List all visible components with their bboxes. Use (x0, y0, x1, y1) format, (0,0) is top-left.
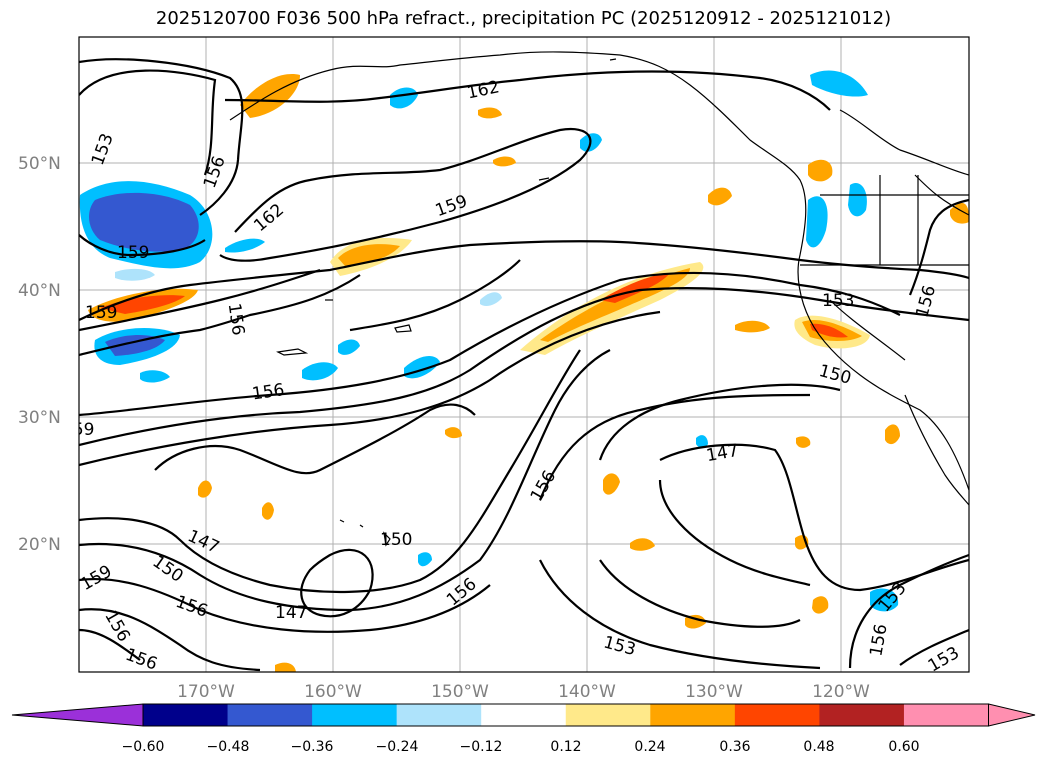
colorbar-tick-label: 0.12 (550, 739, 581, 755)
contour-label: 159 (85, 303, 117, 323)
colorbar (11, 703, 1036, 727)
colorbar-tick-label: 0.48 (803, 739, 834, 755)
colorbar-tick-label: 0.60 (888, 739, 919, 755)
colorbar-tick-label: 0.24 (634, 739, 665, 755)
latitude-labels: 50°N 40°N 30°N 20°N (18, 154, 61, 555)
lon-label: 120°W (812, 682, 870, 702)
map-area (79, 37, 969, 672)
colorbar-bin (227, 704, 313, 726)
lat-label: 20°N (18, 535, 61, 555)
colorbar-tick-label: −0.60 (122, 739, 165, 755)
colorbar-bin (396, 704, 482, 726)
contour-label: 156 (251, 380, 286, 404)
colorbar-ticks: −0.60 −0.48 −0.36 −0.24 −0.12 0.12 0.24 … (122, 739, 920, 755)
colorbar-bin (143, 704, 229, 726)
lon-label: 160°W (304, 682, 362, 702)
colorbar-extend-high (988, 703, 1036, 727)
lon-label: 170°W (177, 682, 235, 702)
colorbar-bin (734, 704, 820, 726)
colorbar-bin (650, 704, 736, 726)
lat-label: 40°N (18, 281, 61, 301)
colorbar-tick-label: −0.12 (460, 739, 503, 755)
coastlines (229, 51, 969, 547)
colorbar-bin (819, 704, 905, 726)
map-title: 2025120700 F036 500 hPa refract., precip… (155, 8, 892, 29)
colorbar-extend-low (11, 703, 144, 727)
contour-label: 159 (117, 243, 149, 263)
colorbar-bin (903, 704, 989, 726)
map-frame (78, 36, 970, 673)
contour-label: 147 (275, 603, 307, 623)
lon-label: 150°W (431, 682, 489, 702)
contour-label: 156 (224, 302, 248, 337)
contour-label: 159 (62, 420, 94, 440)
lon-label: 140°W (558, 682, 616, 702)
refractivity-contours (79, 58, 969, 672)
longitude-labels: 170°W 160°W 150°W 140°W 130°W 120°W (177, 682, 870, 702)
lat-label: 50°N (18, 154, 61, 174)
contour-label: 153 (822, 291, 854, 311)
colorbar-bin (565, 704, 651, 726)
colorbar-tick-label: −0.48 (207, 739, 250, 755)
lat-label: 30°N (18, 408, 61, 428)
colorbar-bin (481, 704, 567, 726)
contour-label: 150 (380, 530, 412, 550)
colorbar-tick-label: −0.36 (291, 739, 334, 755)
colorbar-outline (142, 703, 989, 727)
colorbar-tick-label: 0.36 (719, 739, 750, 755)
lon-label: 130°W (685, 682, 743, 702)
colorbar-bin (312, 704, 398, 726)
colorbar-tick-label: −0.24 (376, 739, 419, 755)
precip-shading (79, 70, 969, 672)
